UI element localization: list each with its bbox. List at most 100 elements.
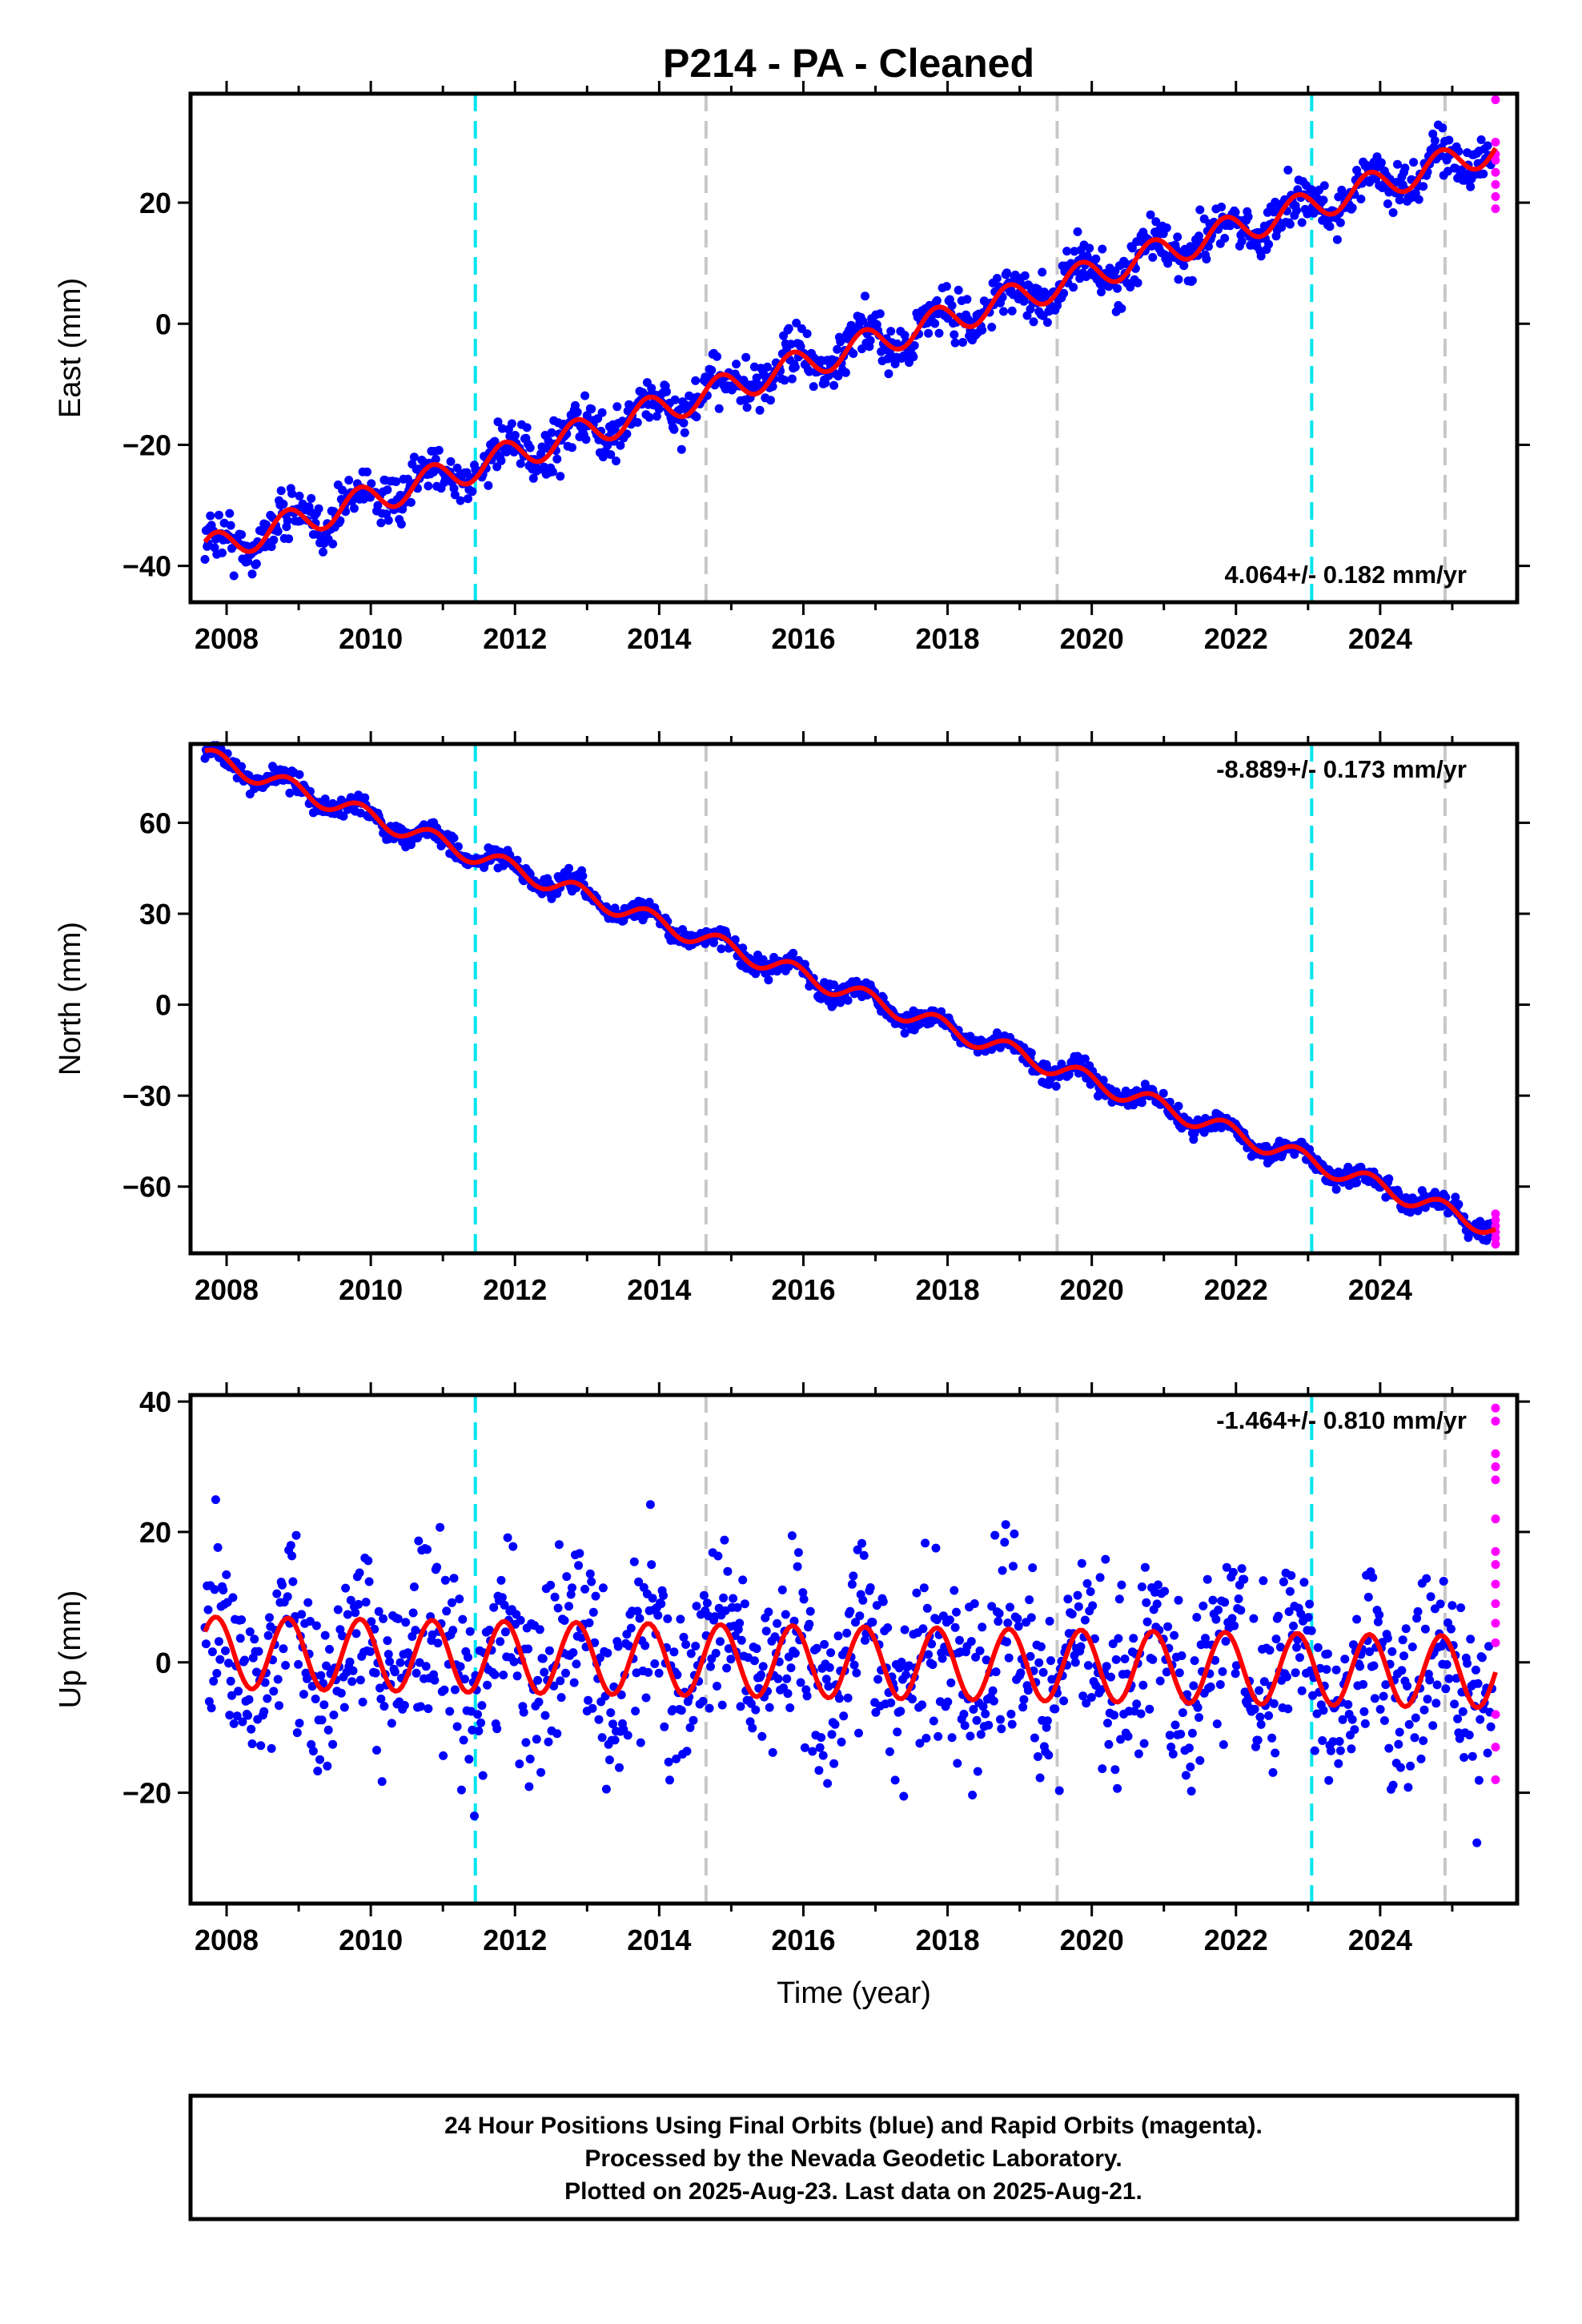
final-orbit-point	[1231, 1669, 1240, 1679]
final-orbit-point	[601, 1784, 611, 1794]
final-orbit-point	[1098, 244, 1107, 254]
final-orbit-point	[960, 1721, 970, 1731]
final-orbit-point	[1033, 1752, 1042, 1761]
final-orbit-point	[604, 1755, 614, 1765]
final-orbit-point	[474, 1727, 484, 1735]
final-orbit-point	[1352, 1178, 1362, 1188]
final-orbit-point	[787, 1531, 797, 1541]
final-orbit-point	[1399, 1651, 1408, 1661]
final-orbit-point	[1212, 1719, 1222, 1729]
final-orbit-point	[538, 1654, 548, 1663]
final-orbit-point	[1454, 1200, 1464, 1209]
final-orbit-point	[615, 1763, 624, 1772]
final-orbit-point	[360, 793, 370, 802]
final-orbit-point	[283, 516, 292, 525]
final-orbit-point	[1113, 1783, 1122, 1793]
final-orbit-point	[1323, 1649, 1332, 1659]
final-orbit-point	[1217, 203, 1227, 211]
final-orbit-point	[1457, 165, 1467, 175]
final-orbit-point	[924, 328, 934, 338]
final-orbit-point	[677, 1706, 686, 1715]
final-orbit-point	[893, 1727, 902, 1737]
velocity-label: -1.464+/- 0.810 mm/yr	[1216, 1406, 1467, 1434]
final-orbit-point	[1225, 221, 1235, 231]
final-orbit-point	[400, 1700, 409, 1710]
y-tick-label: 0	[155, 1647, 171, 1679]
model-fit-line	[203, 1614, 1498, 1711]
final-orbit-point	[1070, 1658, 1080, 1667]
final-orbit-point	[1456, 1603, 1466, 1613]
final-orbit-point	[546, 1580, 556, 1590]
final-orbit-point	[717, 944, 726, 954]
final-orbit-point	[873, 1675, 883, 1684]
final-orbit-point	[490, 436, 500, 446]
final-orbit-point	[662, 387, 671, 396]
final-orbit-point	[1137, 1098, 1146, 1108]
final-orbit-point	[1428, 1721, 1438, 1731]
final-orbit-point	[1110, 1765, 1120, 1775]
final-orbit-point	[702, 1598, 712, 1608]
final-orbit-point	[284, 534, 294, 544]
final-orbit-point	[1413, 1606, 1423, 1616]
final-orbit-point	[229, 1719, 239, 1728]
final-orbit-point	[1195, 205, 1205, 215]
final-orbit-point	[1352, 1614, 1362, 1624]
final-orbit-point	[971, 1652, 981, 1662]
final-orbit-point	[713, 1551, 723, 1561]
final-orbit-point	[1026, 1048, 1036, 1058]
final-orbit-point	[436, 1522, 445, 1532]
final-orbit-point	[691, 1642, 701, 1651]
final-orbit-point	[1203, 1574, 1212, 1584]
rapid-orbit-point	[1491, 1462, 1500, 1472]
final-orbit-point	[385, 1657, 395, 1667]
final-orbit-point	[1000, 1538, 1010, 1547]
final-orbit-point	[947, 1733, 957, 1743]
final-orbit-point	[773, 1618, 782, 1628]
final-orbit-point	[265, 1613, 274, 1622]
final-orbit-point	[1271, 1748, 1280, 1758]
y-axis-label: Up (mm)	[54, 1590, 87, 1709]
final-orbit-point	[269, 535, 279, 545]
final-orbit-point	[496, 1575, 506, 1585]
final-orbit-point	[1297, 1686, 1307, 1695]
final-orbit-point	[1129, 1634, 1138, 1643]
x-tick-label: 2008	[195, 1273, 259, 1306]
final-orbit-point	[900, 331, 909, 340]
final-orbit-point	[549, 1681, 559, 1691]
final-orbit-point	[1349, 1640, 1358, 1650]
final-orbit-point	[1292, 1642, 1301, 1652]
final-orbit-point	[1265, 1646, 1275, 1655]
final-orbit-point	[996, 1715, 1005, 1724]
final-orbit-point	[1397, 1666, 1407, 1675]
final-orbit-point	[1472, 1838, 1482, 1848]
final-orbit-point	[1271, 1634, 1281, 1644]
final-orbit-point	[1038, 267, 1047, 277]
final-orbit-point	[613, 1642, 623, 1651]
final-orbit-point	[1140, 1562, 1150, 1572]
final-orbit-point	[578, 871, 588, 881]
final-orbit-point	[553, 1603, 563, 1613]
final-orbit-point	[647, 1560, 656, 1570]
final-orbit-point	[473, 1710, 482, 1719]
final-orbit-point	[1174, 275, 1183, 284]
final-orbit-point	[654, 1668, 664, 1678]
final-orbit-point	[805, 367, 814, 376]
final-orbit-point	[629, 1557, 639, 1566]
final-orbit-point	[1148, 1655, 1158, 1664]
final-orbit-point	[784, 324, 793, 333]
final-orbit-point	[421, 1662, 431, 1671]
final-orbit-point	[975, 1646, 985, 1655]
y-tick-label: 20	[139, 187, 171, 219]
final-orbit-point	[653, 1610, 663, 1620]
final-orbit-point	[1368, 1573, 1378, 1582]
final-orbit-point	[746, 1699, 756, 1708]
final-orbit-point	[283, 1592, 292, 1602]
final-orbit-point	[1363, 1592, 1373, 1602]
final-orbit-point	[717, 1700, 727, 1710]
final-orbit-point	[908, 1695, 917, 1704]
final-orbit-point	[962, 295, 972, 304]
final-orbit-point	[516, 1615, 525, 1625]
final-orbit-point	[554, 1540, 564, 1550]
final-orbit-point	[987, 1602, 997, 1611]
final-orbit-point	[823, 1779, 833, 1788]
